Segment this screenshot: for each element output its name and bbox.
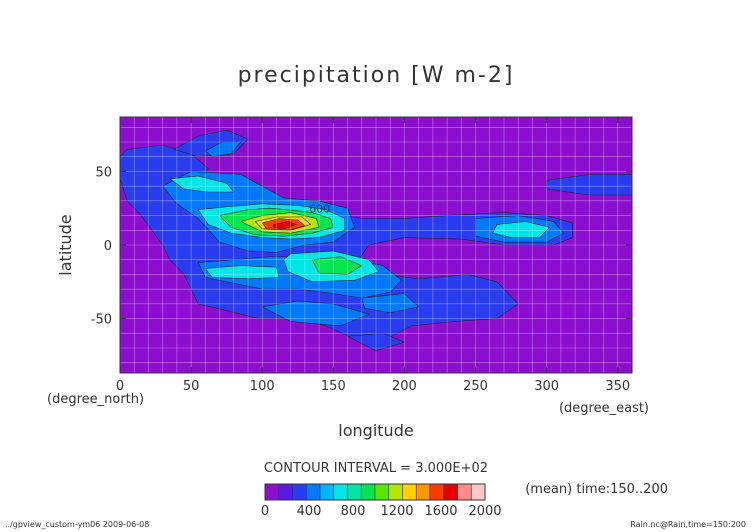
- colorbar-swatch: [305, 483, 321, 501]
- colorbar-swatch: [264, 483, 280, 501]
- x-tick-label: 300: [534, 379, 559, 394]
- colorbar-swatch: [347, 483, 362, 501]
- contour-level-1-region-4: [347, 332, 405, 352]
- y-tick-label: 0: [104, 239, 112, 254]
- colorbar-swatch: [429, 483, 445, 501]
- contour-level-2-region-3: [361, 293, 420, 314]
- chart-title: precipitation [W m-2]: [238, 63, 515, 88]
- colorbar: 0 400 800 1200 1600 2000: [261, 483, 502, 519]
- mean-note: (mean) time:150..200: [525, 482, 668, 497]
- colorbar-label: 1200: [380, 504, 413, 519]
- x-tick-label: 50: [183, 379, 200, 394]
- grid: [120, 117, 632, 373]
- x-tick-label: 350: [605, 379, 630, 394]
- colorbar-label: 2000: [468, 504, 501, 519]
- colorbar-frame: [264, 483, 486, 501]
- contour-level-2-region-5: [261, 300, 370, 327]
- colorbar-swatch: [470, 483, 486, 501]
- footer-left: ../gpview_custom-ym06 2009-06-08: [5, 520, 149, 529]
- y-axis-label: latitude: [56, 214, 75, 275]
- contour-label: 600: [309, 203, 330, 216]
- contour-interval: CONTOUR INTERVAL = 3.000E+02: [264, 461, 488, 476]
- contour-level-8-region-0: [273, 221, 297, 230]
- footer-right: Rain.nc@Rain,time=150:200: [630, 520, 746, 529]
- x-tick-label: 150: [321, 379, 346, 394]
- colorbar-swatch: [388, 483, 403, 501]
- colorbar-swatch: [319, 483, 335, 501]
- y-axis: 50 0 -50: [91, 165, 632, 328]
- x-tick-label: 200: [392, 379, 417, 394]
- x-unit-label: (degree_east): [559, 401, 649, 416]
- x-axis-label: longitude: [338, 421, 413, 440]
- contour-fills: [119, 129, 633, 352]
- colorbar-swatch: [374, 483, 390, 501]
- x-tick-label: 0: [116, 379, 124, 394]
- y-tick-label: 50: [95, 165, 112, 180]
- contour-level-2-region-4: [205, 141, 242, 157]
- colorbar-swatch: [360, 483, 376, 501]
- contour-level-4-region-1: [311, 256, 363, 275]
- x-tick-label: 250: [463, 379, 488, 394]
- colorbar-swatch: [402, 483, 417, 501]
- x-axis: 0 50 100 150 200 250 300 350: [116, 117, 630, 394]
- plot-area: 0 50 100 150 200 250 300 350 50 0 -50 600: [91, 116, 633, 394]
- colorbar-label: 800: [341, 504, 366, 519]
- x-tick-label: 100: [250, 379, 275, 394]
- colorbar-label: 0: [261, 504, 269, 519]
- contour-level-3-region-0: [169, 175, 235, 193]
- contour-level-3-region-2: [492, 221, 550, 238]
- colorbar-label: 1600: [424, 504, 457, 519]
- colorbar-swatch: [443, 483, 458, 501]
- colorbar-swatch: [278, 483, 293, 501]
- y-tick-label: -50: [91, 313, 112, 328]
- y-unit-label: (degree_north): [47, 392, 144, 407]
- colorbar-swatch: [415, 483, 431, 501]
- colorbar-swatch: [292, 483, 307, 501]
- colorbar-swatch: [457, 483, 472, 501]
- contour-level-3-region-4: [205, 265, 280, 280]
- colorbar-label: 400: [297, 504, 322, 519]
- colorbar-swatch: [333, 483, 348, 501]
